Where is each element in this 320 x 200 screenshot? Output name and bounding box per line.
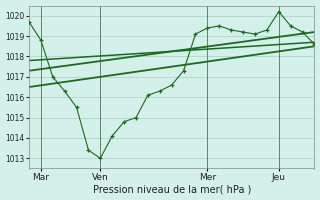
X-axis label: Pression niveau de la mer( hPa ): Pression niveau de la mer( hPa ) [92,184,251,194]
